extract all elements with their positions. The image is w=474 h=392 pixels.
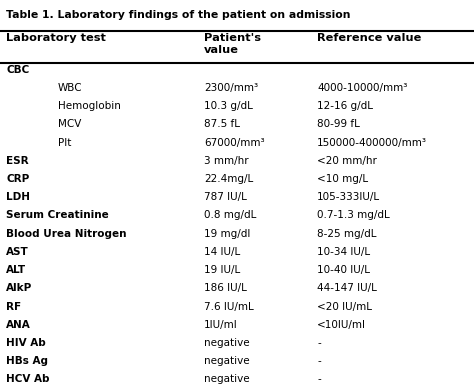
Text: 14 IU/L: 14 IU/L [204, 247, 240, 257]
Text: <10IU/ml: <10IU/ml [317, 320, 366, 330]
Text: 67000/mm³: 67000/mm³ [204, 138, 264, 148]
Text: Laboratory test: Laboratory test [6, 33, 106, 43]
Text: 787 IU/L: 787 IU/L [204, 192, 247, 202]
Text: negative: negative [204, 338, 250, 348]
Text: Reference value: Reference value [317, 33, 421, 43]
Text: HIV Ab: HIV Ab [6, 338, 46, 348]
Text: 4000-10000/mm³: 4000-10000/mm³ [317, 83, 408, 93]
Text: Serum Creatinine: Serum Creatinine [6, 211, 109, 220]
Text: LDH: LDH [6, 192, 30, 202]
Text: ALT: ALT [6, 265, 26, 275]
Text: 22.4mg/L: 22.4mg/L [204, 174, 253, 184]
Text: ESR: ESR [6, 156, 29, 166]
Text: RF: RF [6, 301, 21, 312]
Text: 10-40 IU/L: 10-40 IU/L [317, 265, 370, 275]
Text: negative: negative [204, 374, 250, 384]
Text: -: - [317, 374, 321, 384]
Text: MCV: MCV [58, 120, 82, 129]
Text: Blood Urea Nitrogen: Blood Urea Nitrogen [6, 229, 127, 239]
Text: AST: AST [6, 247, 29, 257]
Text: ANA: ANA [6, 320, 31, 330]
Text: 10.3 g/dL: 10.3 g/dL [204, 101, 253, 111]
Text: 105-333IU/L: 105-333IU/L [317, 192, 380, 202]
Text: 0.8 mg/dL: 0.8 mg/dL [204, 211, 256, 220]
Text: CRP: CRP [6, 174, 29, 184]
Text: 12-16 g/dL: 12-16 g/dL [317, 101, 373, 111]
Text: 7.6 IU/mL: 7.6 IU/mL [204, 301, 254, 312]
Text: 80-99 fL: 80-99 fL [317, 120, 360, 129]
Text: <20 mm/hr: <20 mm/hr [317, 156, 377, 166]
Text: 19 IU/L: 19 IU/L [204, 265, 240, 275]
Text: HCV Ab: HCV Ab [6, 374, 50, 384]
Text: 8-25 mg/dL: 8-25 mg/dL [317, 229, 377, 239]
Text: Hemoglobin: Hemoglobin [58, 101, 121, 111]
Text: -: - [317, 338, 321, 348]
Text: 2300/mm³: 2300/mm³ [204, 83, 258, 93]
Text: 1IU/ml: 1IU/ml [204, 320, 238, 330]
Text: AlkP: AlkP [6, 283, 32, 293]
Text: 19 mg/dl: 19 mg/dl [204, 229, 250, 239]
Text: negative: negative [204, 356, 250, 366]
Text: CBC: CBC [6, 65, 29, 75]
Text: 0.7-1.3 mg/dL: 0.7-1.3 mg/dL [317, 211, 390, 220]
Text: HBs Ag: HBs Ag [6, 356, 48, 366]
Text: 44-147 IU/L: 44-147 IU/L [317, 283, 377, 293]
Text: 87.5 fL: 87.5 fL [204, 120, 240, 129]
Text: WBC: WBC [58, 83, 82, 93]
Text: Plt: Plt [58, 138, 71, 148]
Text: Table 1. Laboratory findings of the patient on admission: Table 1. Laboratory findings of the pati… [6, 10, 351, 20]
Text: <20 IU/mL: <20 IU/mL [317, 301, 372, 312]
Text: <10 mg/L: <10 mg/L [317, 174, 368, 184]
Text: Patient's
value: Patient's value [204, 33, 261, 54]
Text: -: - [317, 356, 321, 366]
Text: 186 IU/L: 186 IU/L [204, 283, 247, 293]
Text: 150000-400000/mm³: 150000-400000/mm³ [317, 138, 427, 148]
Text: 10-34 IU/L: 10-34 IU/L [317, 247, 370, 257]
Text: 3 mm/hr: 3 mm/hr [204, 156, 249, 166]
